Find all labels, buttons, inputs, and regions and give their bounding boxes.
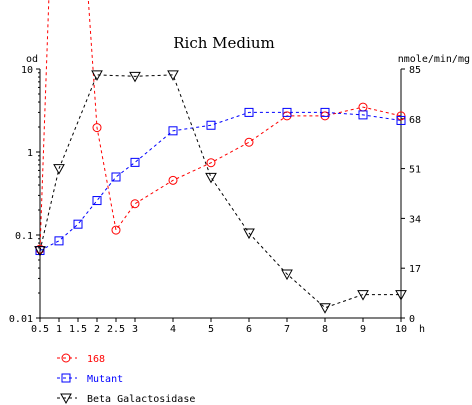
data-point [73,219,83,229]
data-point [54,236,64,246]
right-tick-label: 85 [409,65,421,76]
x-tick-label: 4 [170,324,176,335]
x-tick-label: 3 [132,324,138,335]
right-tick-label: 51 [409,165,421,176]
data-point [130,157,140,167]
x-tick-label: 9 [360,324,366,335]
left-axis-unit: od [26,54,38,65]
right-tick-label: 34 [409,214,421,225]
data-point [111,172,121,182]
data-point [167,70,179,81]
x-tick-label: 5 [208,324,214,335]
right-tick-label: 17 [409,264,421,275]
series-line [40,0,401,250]
right-axis-unit: nmole/min/mg [398,54,470,65]
data-point [129,71,141,83]
data-point [244,107,254,117]
left-tick-label: 1 [27,148,33,159]
chart-title: Rich Medium [173,34,274,52]
x-tick-label: 1.5 [69,324,87,335]
data-point [92,123,102,133]
data-point [168,175,178,185]
data-point [34,246,46,257]
data-point [205,172,217,184]
legend-label: Beta Galactosidase [87,394,195,405]
data-point [53,164,65,175]
data-point [396,111,406,121]
series-line [40,74,401,309]
x-tick-label: 2.5 [107,324,125,335]
legend-marker [61,373,71,383]
data-point [130,199,140,209]
data-point [358,110,368,120]
x-tick-label: 8 [322,324,328,335]
right-tick-label: 0 [409,314,415,325]
data-point [206,158,216,168]
legend-label: 168 [87,354,105,365]
legend-marker [61,353,71,363]
data-point [244,137,254,147]
series-layer [40,0,401,309]
data-point [282,107,292,117]
data-point [320,107,330,117]
legend-label: Mutant [87,374,123,385]
series-line [40,111,401,251]
right-tick-label: 68 [409,115,421,126]
left-tick-label: 10 [21,65,33,76]
x-tick-label: 0.5 [31,324,49,335]
x-tick-label: 10 [395,324,407,335]
data-point [395,290,407,301]
x-tick-label: 6 [246,324,252,335]
data-point [396,115,406,125]
legend-marker [60,393,72,405]
data-point [281,269,293,281]
data-point [168,126,178,136]
x-axis-unit: h [419,324,425,335]
data-point [91,70,103,81]
data-point [243,228,255,240]
markers-layer [34,70,407,314]
left-tick-label: 0.1 [15,231,33,242]
data-point [206,120,216,130]
data-point [357,290,369,301]
x-tick-label: 2 [94,324,100,335]
data-point [111,225,121,235]
legend: 168 Mutant Beta Galactosidase [57,353,195,405]
data-point [92,196,102,206]
x-tick-label: 1 [56,324,62,335]
left-tick-label: 0.01 [9,314,33,325]
data-point [319,303,331,314]
x-tick-label: 7 [284,324,290,335]
